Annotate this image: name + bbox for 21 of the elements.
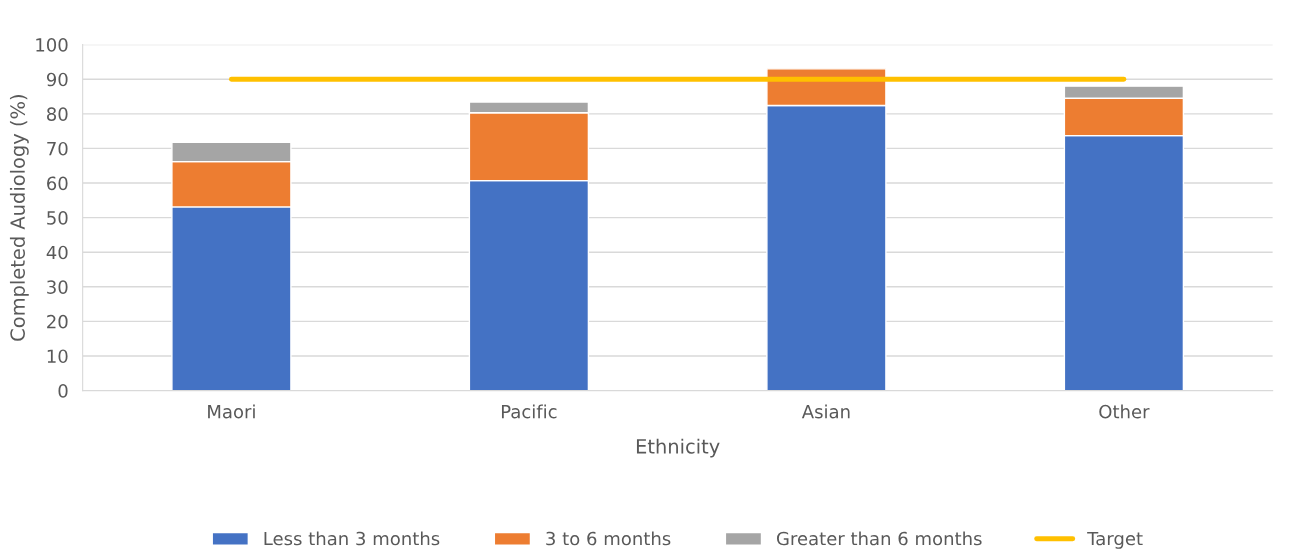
legend-label: 3 to 6 months — [546, 531, 671, 546]
legend-label: Target — [1087, 531, 1143, 549]
x-axis-title: Ethnicity — [636, 438, 720, 458]
y-tick-label: 10 — [47, 349, 68, 364]
y-tick-label: 70 — [47, 141, 68, 156]
y-tick-label: 0 — [58, 384, 68, 398]
y-tick-label: 20 — [47, 314, 68, 329]
y-tick-label: 60 — [47, 176, 68, 191]
x-tick-label: Maori — [208, 404, 255, 419]
y-tick-label: 50 — [47, 211, 68, 225]
y-tick-label: 30 — [47, 280, 68, 294]
y-tick-label: 80 — [47, 107, 68, 121]
y-tick-label: 90 — [46, 72, 68, 87]
y-tick-label: 40 — [46, 245, 68, 260]
y-axis-title: Completed Audiology (%) — [9, 95, 29, 341]
x-tick-label: Other — [1099, 404, 1150, 419]
x-tick-label: Pacific — [501, 404, 557, 419]
x-tick-label: Asian — [801, 404, 850, 419]
legend-label: Greater than 6 months — [776, 531, 982, 546]
y-tick-label: 100 — [36, 38, 68, 52]
legend-label: Less than 3 months — [264, 531, 440, 546]
